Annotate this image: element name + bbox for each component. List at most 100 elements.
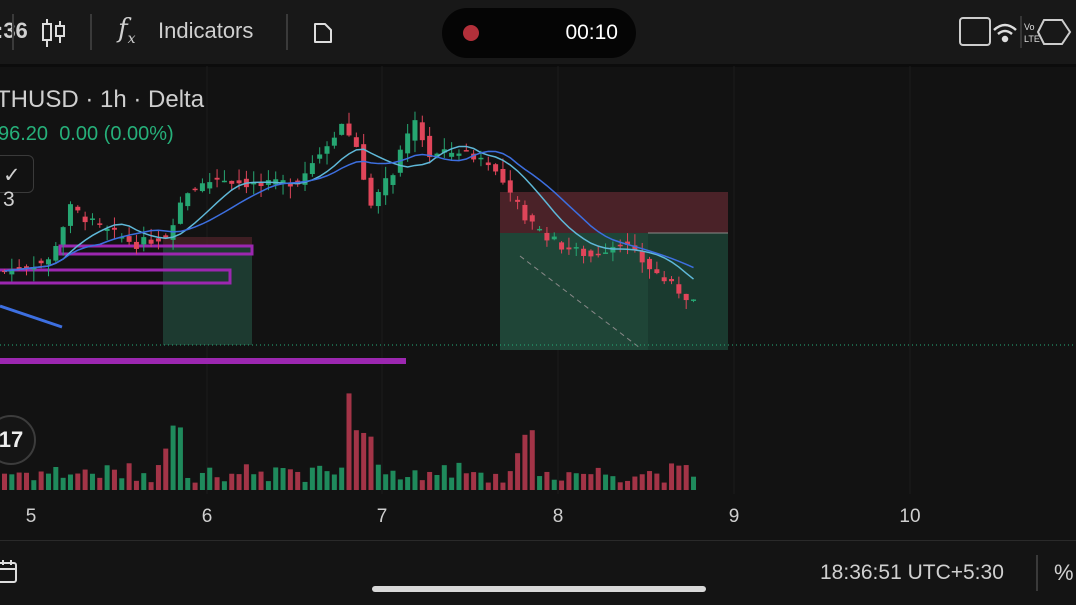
volume-bar <box>339 467 345 490</box>
candle-body <box>280 180 286 184</box>
volume-bar <box>258 471 264 490</box>
volume-bar <box>669 463 675 490</box>
recording-time: 00:10 <box>565 21 618 44</box>
candle-body <box>493 164 499 172</box>
candle-body <box>177 202 183 224</box>
candle-body <box>603 252 609 254</box>
candle-body <box>529 215 535 222</box>
price-readout: 96.20 0.00 (0.00%) <box>0 123 174 146</box>
candle-body <box>53 246 59 261</box>
volume-bar <box>515 453 521 490</box>
indicators-collapse-button[interactable]: ✓ 3 <box>0 155 34 211</box>
trend-line <box>0 304 63 329</box>
candle-body <box>258 183 264 187</box>
volume-bar <box>38 471 44 490</box>
price-chart[interactable] <box>0 66 1076 540</box>
volume-bar <box>441 465 447 490</box>
candle-body <box>412 120 418 141</box>
volume-bar <box>610 476 616 490</box>
horizontal-ray <box>0 358 406 364</box>
candle-body <box>324 146 330 154</box>
screen-recording-pill[interactable]: 00:10 <box>442 8 636 58</box>
volume-bar <box>683 465 689 490</box>
candle-body <box>133 241 139 249</box>
candle-body <box>339 123 345 135</box>
volume-bar <box>361 432 367 490</box>
volume-bar <box>199 472 205 490</box>
candle-body <box>544 232 550 241</box>
candle-body <box>192 188 198 191</box>
volume-bar <box>559 480 565 490</box>
volume-bar <box>449 477 455 490</box>
volume-bar <box>192 482 198 490</box>
volume-bar <box>236 474 242 490</box>
stop-loss-zone <box>500 192 728 233</box>
top-toolbar: :36 fx Indicators 00:10 Vo LTE <box>0 0 1076 67</box>
volume-bar <box>427 471 433 490</box>
volume-bar <box>82 469 88 490</box>
candle-body <box>669 279 675 282</box>
volume-bar <box>23 472 29 490</box>
candle-body <box>185 193 191 207</box>
candle-body <box>317 154 323 159</box>
candle-body <box>141 237 147 245</box>
volume-bar <box>537 476 543 490</box>
volume-bar <box>691 476 697 490</box>
volume-bar <box>434 474 440 490</box>
stop-loss-zone <box>163 237 252 245</box>
volume-bar <box>31 480 37 490</box>
candle-body <box>654 269 660 274</box>
percent-scale-toggle[interactable]: % <box>1054 560 1074 585</box>
timezone-clock[interactable]: 18:36:51 UTC+5:30 <box>820 561 1004 584</box>
candle-body <box>551 236 557 240</box>
candle-body <box>229 180 235 184</box>
volume-bar <box>133 480 139 490</box>
volume-bar <box>412 470 418 490</box>
volume-bar <box>243 464 249 490</box>
candle-body <box>23 266 29 269</box>
volume-bar <box>603 474 609 490</box>
candle-body <box>97 223 103 225</box>
volume-bar <box>67 474 73 490</box>
volume-bar <box>566 472 572 490</box>
candle-body <box>82 216 88 223</box>
volume-bar <box>331 474 337 490</box>
horizontal-ray <box>0 268 232 285</box>
candle-body <box>471 153 477 160</box>
volume-bar <box>353 430 359 490</box>
candle-body <box>331 137 337 146</box>
last-price: 96.20 <box>0 123 49 145</box>
volume-bar <box>324 471 330 490</box>
candle-body <box>104 228 110 231</box>
volume-bar <box>625 480 631 490</box>
function-icon[interactable]: fx <box>118 14 136 48</box>
candle-body <box>500 168 506 183</box>
volume-bar <box>104 465 110 490</box>
candle-body <box>581 248 587 256</box>
candle-body <box>236 180 242 184</box>
candle-body <box>573 247 579 249</box>
take-profit-zone <box>163 245 252 345</box>
candlestick-icon[interactable] <box>40 18 66 48</box>
candle-body <box>427 135 433 158</box>
volume-bar <box>463 473 469 490</box>
home-indicator[interactable] <box>372 586 706 592</box>
volume-bar <box>207 467 213 490</box>
candle-body <box>456 153 462 156</box>
volume-bar <box>89 473 95 490</box>
volume-bar <box>581 473 587 490</box>
indicators-button[interactable]: Indicators <box>158 18 254 43</box>
wifi-icon <box>993 23 1017 43</box>
volume-bar <box>573 473 579 490</box>
candle-body <box>221 180 227 183</box>
moving-average-line <box>4 150 694 272</box>
candle-body <box>625 241 631 245</box>
volume-bar <box>265 481 271 490</box>
volume-bar <box>639 474 645 490</box>
volume-bar <box>500 482 506 490</box>
symbol-title[interactable]: THUSD · 1h · Delta <box>0 86 205 113</box>
calendar-icon[interactable] <box>0 559 20 585</box>
volume-bar <box>544 471 550 490</box>
candle-body <box>126 236 132 242</box>
document-icon[interactable] <box>313 22 333 44</box>
